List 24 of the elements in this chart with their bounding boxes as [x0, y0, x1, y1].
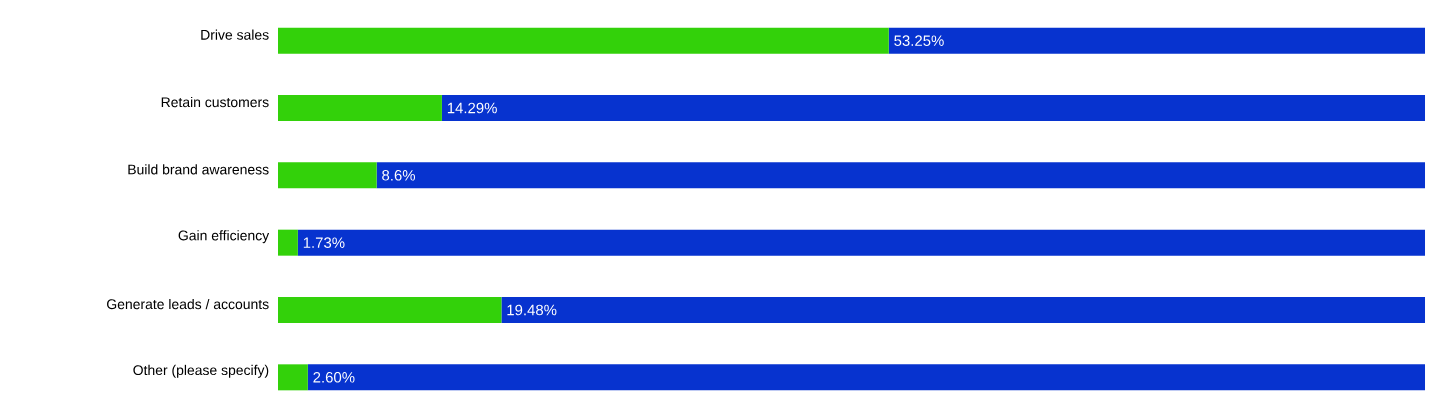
data-label: 8.6% [382, 170, 416, 181]
data-label: 2.60% [313, 372, 355, 383]
bar [441, 95, 1426, 121]
bar [278, 364, 308, 391]
bar [297, 229, 1426, 256]
y-tick-label: Drive sales [201, 29, 269, 40]
bar [888, 27, 1426, 54]
y-tick-label: Other (please specify) [133, 364, 269, 378]
data-label: 14.29% [447, 102, 497, 114]
bar [278, 297, 502, 323]
data-label: 1.73% [303, 237, 345, 248]
bar [278, 27, 889, 54]
bar [278, 162, 377, 189]
data-label: 19.48% [507, 304, 557, 316]
bar [278, 229, 298, 256]
bar [307, 364, 1426, 391]
y-tick-label: Gain efficiency [178, 230, 270, 244]
y-tick-label: Retain customers [161, 96, 269, 108]
bar [278, 95, 442, 121]
bar [376, 162, 1426, 189]
data-label: 53.25% [894, 35, 944, 46]
bar [501, 297, 1426, 323]
y-tick-label: Build brand awareness [128, 164, 269, 175]
y-tick-label: Generate leads / accounts [107, 298, 269, 310]
